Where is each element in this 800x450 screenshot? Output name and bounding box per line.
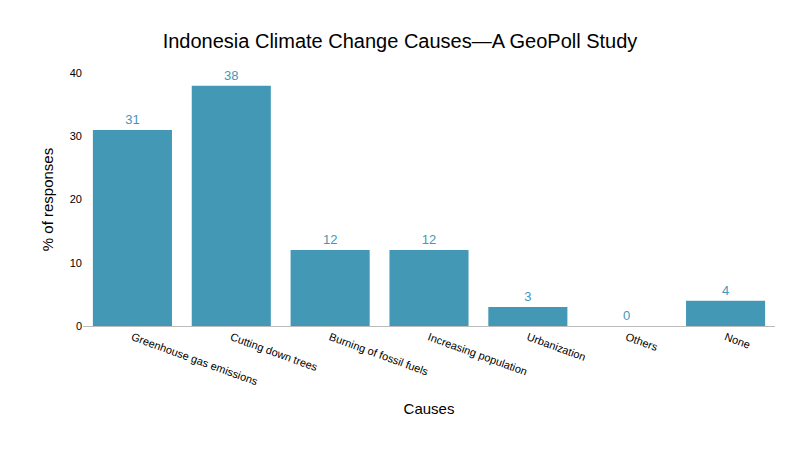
svg-text:Urbanization: Urbanization — [525, 330, 587, 362]
svg-text:Burning of fossil fuels: Burning of fossil fuels — [328, 330, 431, 377]
svg-text:38: 38 — [224, 68, 238, 83]
svg-text:31: 31 — [125, 112, 139, 127]
svg-text:Greenhouse gas emissions: Greenhouse gas emissions — [130, 330, 260, 387]
svg-text:Others: Others — [624, 330, 660, 353]
svg-text:12: 12 — [422, 232, 436, 247]
svg-text:Causes: Causes — [404, 400, 455, 417]
svg-text:4: 4 — [722, 283, 729, 298]
svg-text:10: 10 — [70, 257, 82, 269]
svg-text:12: 12 — [323, 232, 337, 247]
svg-text:40: 40 — [70, 67, 82, 79]
svg-text:20: 20 — [70, 193, 82, 205]
svg-text:0: 0 — [76, 320, 82, 332]
svg-text:Cutting down trees: Cutting down trees — [229, 330, 320, 373]
svg-text:None: None — [723, 330, 752, 350]
svg-text:30: 30 — [70, 130, 82, 142]
svg-text:Indonesia Climate Change Cause: Indonesia Climate Change Causes—A GeoPol… — [163, 30, 638, 52]
svg-text:0: 0 — [623, 308, 630, 323]
svg-text:3: 3 — [524, 289, 531, 304]
svg-text:% of responses: % of responses — [39, 148, 56, 251]
svg-text:Increasing population: Increasing population — [426, 330, 528, 377]
